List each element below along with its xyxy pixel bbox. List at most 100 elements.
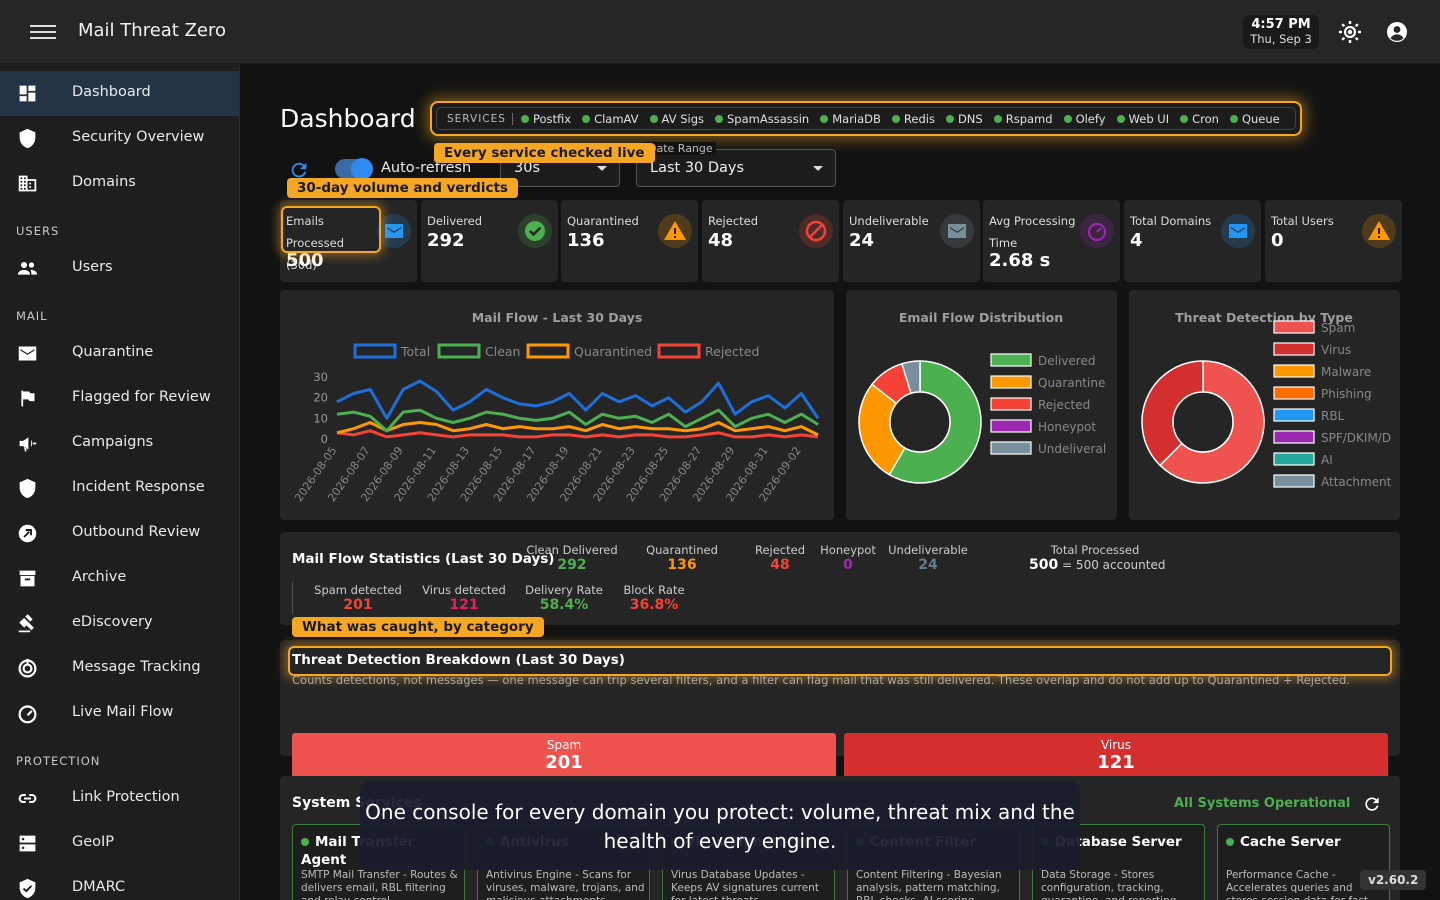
service-status-clamav[interactable]: ClamAV <box>582 112 639 126</box>
legend-label[interactable]: Spam <box>1321 321 1355 335</box>
date-range-value: Last 30 Days <box>650 160 745 176</box>
legend-swatch <box>1273 452 1315 466</box>
sidebar-item-ediscovery[interactable]: eDiscovery <box>0 601 239 646</box>
kpi-card[interactable]: Avg Processing Time 2.68 s <box>983 200 1120 282</box>
legend-label[interactable]: Rejected <box>1038 398 1090 412</box>
service-status-postfix[interactable]: Postfix <box>520 111 572 126</box>
sidebar-item-flagged[interactable]: Flagged for Review <box>0 376 239 421</box>
service-card-desc: Data Storage - Stores configuration, tra… <box>1041 869 1176 900</box>
sidebar-item-message-tracking[interactable]: Message Tracking <box>0 646 239 691</box>
sidebar-item-geoip[interactable]: GeoIP <box>0 821 239 866</box>
legend-swatch <box>990 375 1032 389</box>
kpi-label: Delivered <box>427 214 483 228</box>
service-status-spamassassin[interactable]: SpamAssassin <box>715 112 809 126</box>
date-range-select[interactable]: Date Range Last 30 Days <box>636 142 836 187</box>
legend-label[interactable]: Virus <box>1321 343 1351 357</box>
kpi-card[interactable]: Total Users 0 <box>1265 200 1402 282</box>
service-card-desc: SMTP Mail Transfer - Routes & delivers e… <box>301 869 458 900</box>
sidebar: Dashboard Security Overview Domains USER… <box>0 64 240 900</box>
kpi-card[interactable]: Undeliverable 24 <box>843 200 980 282</box>
stat-value: 121 <box>449 597 479 613</box>
legend-label[interactable]: Delivered <box>1038 354 1095 368</box>
service-status-rspamd[interactable]: Rspamd <box>993 112 1053 126</box>
stat-value: 136 <box>667 557 697 573</box>
service-status-cron[interactable]: Cron <box>1180 112 1219 126</box>
clock: 4:57 PM Thu, Sep 3 <box>1243 15 1319 49</box>
service-card-desc: Performance Cache - Accelerates queries … <box>1226 869 1368 900</box>
speedometer-icon <box>18 705 37 724</box>
sidebar-item-outbound-review[interactable]: Outbound Review <box>0 511 239 556</box>
account-icon[interactable] <box>1385 20 1409 44</box>
menu-icon[interactable] <box>30 22 56 42</box>
sidebar-item-users[interactable]: Users <box>0 246 239 291</box>
auto-refresh-toggle[interactable] <box>335 158 373 180</box>
kpi-card[interactable]: Total Domains 4 <box>1124 200 1261 282</box>
sidebar-item-dmarc[interactable]: DMARC <box>0 866 239 900</box>
legend-label[interactable]: Clean <box>485 344 520 359</box>
kpi-card[interactable]: Emails Processed (30d) 500 <box>280 200 417 282</box>
kpi-value: 292 <box>427 230 465 251</box>
service-status-av-sigs[interactable]: AV Sigs <box>649 112 704 126</box>
sidebar-item-campaigns[interactable]: Campaigns <box>0 421 239 466</box>
kpi-label: Emails Processed (30d) <box>286 214 344 272</box>
status-dot-icon <box>649 114 658 123</box>
divider <box>292 582 293 614</box>
legend-label[interactable]: Total <box>400 344 430 359</box>
gavel-icon <box>18 614 34 633</box>
sidebar-item-live-mail-flow[interactable]: Live Mail Flow <box>0 691 239 736</box>
kpi-value: 2.68 s <box>989 250 1051 271</box>
legend-label[interactable]: Quarantined <box>574 344 652 359</box>
sidebar-item-label: Live Mail Flow <box>72 704 174 720</box>
sidebar-item-archive[interactable]: Archive <box>0 556 239 601</box>
legend-swatch <box>1273 430 1315 444</box>
refresh-icon[interactable] <box>288 159 310 181</box>
service-name: DNS <box>957 111 983 126</box>
legend-label[interactable]: Malware <box>1321 365 1371 379</box>
legend-label[interactable]: AI <box>1321 453 1333 467</box>
sidebar-item-security-overview[interactable]: Security Overview <box>0 116 239 161</box>
series-line-rejected <box>336 429 819 439</box>
sidebar-item-label: Flagged for Review <box>72 389 211 405</box>
sidebar-item-quarantine[interactable]: Quarantine <box>0 331 239 376</box>
legend-label[interactable]: Phishing <box>1321 387 1372 401</box>
stat-label: Rejected <box>754 543 806 557</box>
kpi-value: 500 <box>286 250 324 271</box>
legend-label[interactable]: Honeypot <box>1038 420 1096 434</box>
service-status-queue[interactable]: Queue <box>1229 112 1280 126</box>
stat-label: Block Rate <box>623 583 685 597</box>
legend-label[interactable]: Attachment <box>1321 475 1392 489</box>
service-status-olefy[interactable]: Olefy <box>1063 112 1106 126</box>
service-status-mariadb[interactable]: MariaDB <box>820 112 881 126</box>
legend-label[interactable]: RBL <box>1321 409 1345 423</box>
stat-label: Clean Delivered <box>526 543 618 557</box>
kpi-card[interactable]: Delivered 292 <box>421 200 558 282</box>
sidebar-item-link-protection[interactable]: Link Protection <box>0 776 239 821</box>
link-icon <box>18 793 37 804</box>
status-dot-icon <box>582 114 591 123</box>
legend-label[interactable]: Quarantine <box>1038 376 1105 390</box>
service-status-dns[interactable]: DNS <box>945 111 983 126</box>
system-status: All Systems Operational <box>1174 796 1351 811</box>
kpi-value: 4 <box>1130 230 1143 251</box>
legend-label[interactable]: SPF/DKIM/D <box>1321 431 1391 445</box>
service-status-web-ui[interactable]: Web UI <box>1116 112 1169 126</box>
sidebar-item-domains[interactable]: Domains <box>0 161 239 206</box>
sidebar-item-label: DMARC <box>72 879 126 895</box>
refresh-icon[interactable] <box>1362 794 1382 814</box>
sidebar-item-incident-response[interactable]: Incident Response <box>0 466 239 511</box>
threat-bar-spam[interactable]: Spam 201 <box>292 733 836 784</box>
stat-value: 36.8% <box>629 597 679 613</box>
legend-label[interactable]: Undeliveral <box>1038 442 1106 456</box>
service-name: Postfix <box>532 111 572 126</box>
kpi-card[interactable]: Rejected 48 <box>702 200 839 282</box>
sidebar-item-dashboard[interactable]: Dashboard <box>0 71 239 116</box>
service-name: MariaDB <box>832 111 881 126</box>
kpi-card[interactable]: Quarantined 136 <box>561 200 698 282</box>
legend-label[interactable]: Rejected <box>705 344 759 359</box>
threat-bar-virus[interactable]: Virus 121 <box>844 733 1388 784</box>
service-status-redis[interactable]: Redis <box>891 112 935 126</box>
brightness-icon[interactable] <box>1338 20 1362 44</box>
warning-icon <box>1362 214 1396 248</box>
mail-flow-line-chart: Mail Flow - Last 30 Days Total Clean Quara… <box>292 310 820 504</box>
service-card-title-text: Database Server <box>1055 834 1182 850</box>
